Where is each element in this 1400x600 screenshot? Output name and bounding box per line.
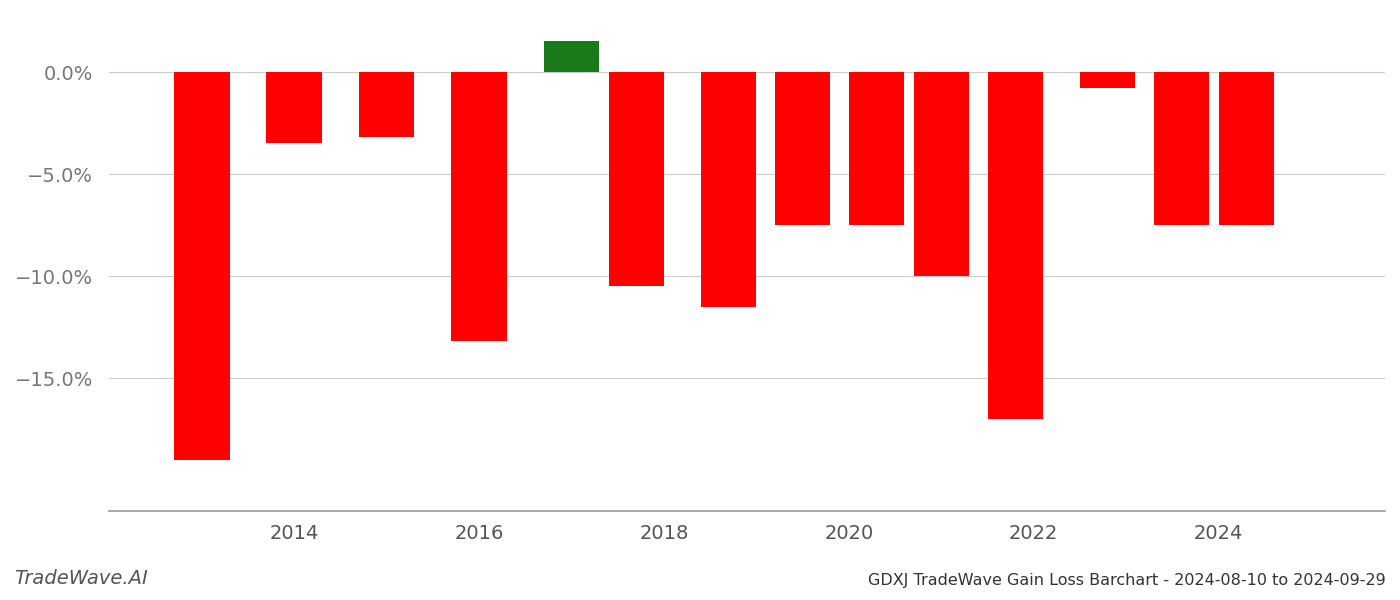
Bar [776, 72, 830, 225]
Bar [848, 72, 904, 225]
Bar [543, 41, 599, 72]
Bar [266, 72, 322, 143]
Bar [1154, 72, 1210, 225]
Bar [451, 72, 507, 341]
Bar [914, 72, 969, 276]
Text: GDXJ TradeWave Gain Loss Barchart - 2024-08-10 to 2024-09-29: GDXJ TradeWave Gain Loss Barchart - 2024… [868, 573, 1386, 588]
Text: TradeWave.AI: TradeWave.AI [14, 569, 148, 588]
Bar [701, 72, 756, 307]
Bar [987, 72, 1043, 419]
Bar [1079, 72, 1135, 88]
Bar [174, 72, 230, 460]
Bar [609, 72, 664, 286]
Bar [358, 72, 414, 137]
Bar [1218, 72, 1274, 225]
